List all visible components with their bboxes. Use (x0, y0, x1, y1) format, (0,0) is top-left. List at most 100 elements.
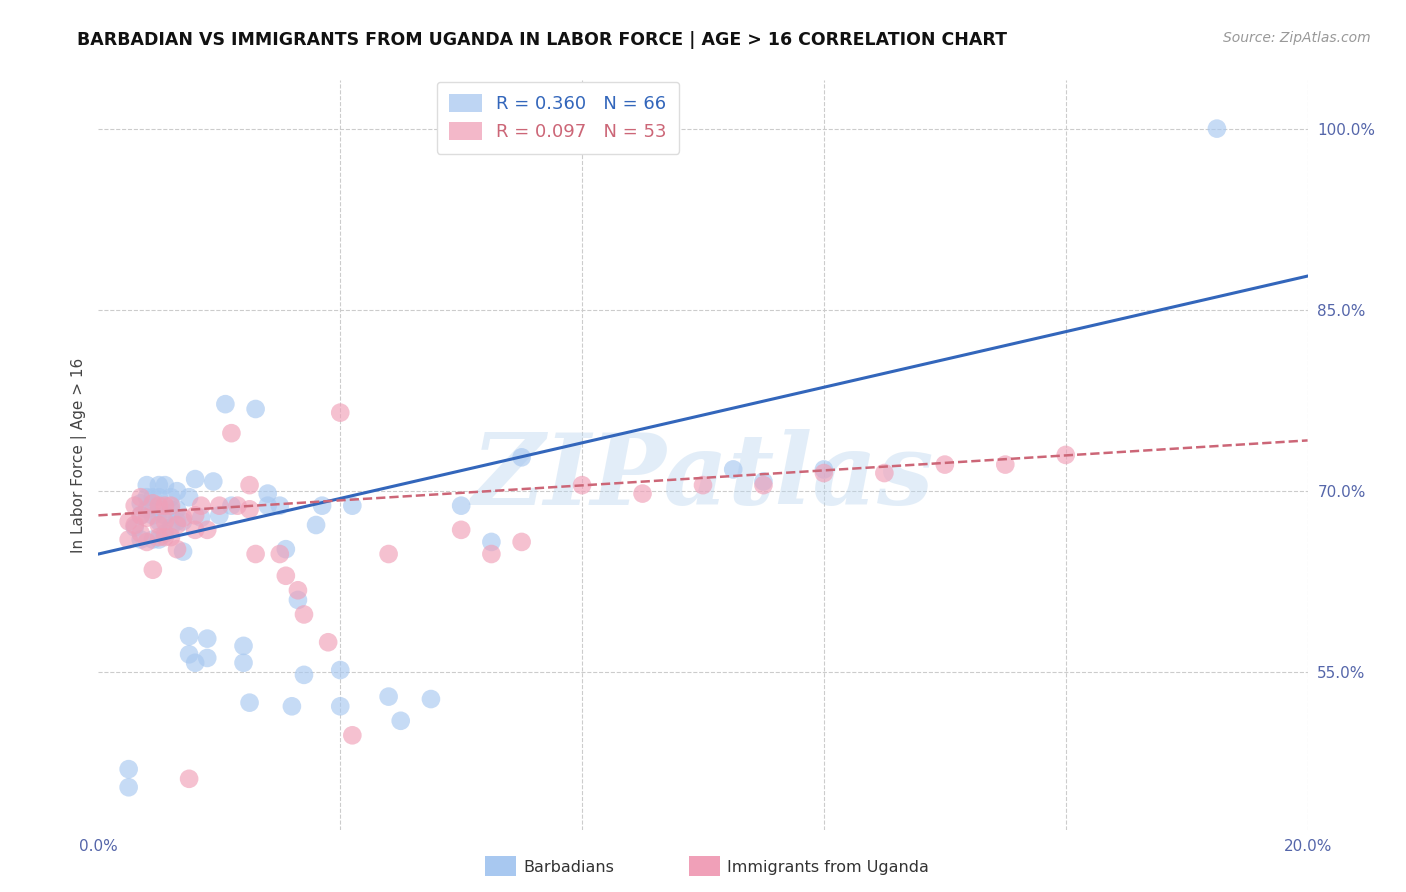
Point (153, 499, 176, 513)
Point (208, 508, 231, 523)
Point (631, 486, 654, 500)
Point (148, 499, 170, 513)
Point (269, 499, 291, 513)
Point (142, 563, 165, 577)
Point (129, 496, 152, 510)
Point (723, 462, 745, 476)
Text: BARBADIAN VS IMMIGRANTS FROM UGANDA IN LABOR FORCE | AGE > 16 CORRELATION CHART: BARBADIAN VS IMMIGRANTS FROM UGANDA IN L… (77, 31, 1007, 49)
Point (934, 458, 956, 472)
Point (124, 518, 146, 533)
Point (153, 515, 176, 529)
Point (329, 406, 352, 420)
Y-axis label: In Labor Force | Age > 16: In Labor Force | Age > 16 (72, 358, 87, 552)
Text: ZIPatlas: ZIPatlas (472, 429, 934, 525)
Point (129, 533, 152, 547)
Point (135, 490, 157, 504)
Point (129, 490, 152, 504)
Point (329, 699, 352, 714)
Point (166, 484, 188, 499)
Point (274, 542, 297, 557)
Point (142, 496, 165, 510)
Point (195, 651, 218, 665)
Point (256, 486, 278, 500)
Point (148, 515, 170, 529)
Point (179, 490, 201, 504)
Point (166, 542, 188, 557)
Point (316, 635, 339, 649)
Text: Source: ZipAtlas.com: Source: ZipAtlas.com (1223, 31, 1371, 45)
Point (184, 523, 207, 537)
Point (160, 499, 183, 513)
Point (342, 728, 364, 742)
Point (129, 508, 152, 523)
Point (118, 762, 141, 776)
Point (172, 544, 194, 558)
Legend: R = 0.360   N = 66, R = 0.097   N = 53: R = 0.360 N = 66, R = 0.097 N = 53 (436, 82, 679, 153)
Point (148, 518, 170, 533)
Point (160, 530, 183, 544)
Point (510, 535, 533, 549)
Point (142, 508, 165, 523)
Point (124, 499, 146, 513)
Point (160, 520, 183, 534)
Point (202, 475, 225, 489)
Point (1054, 448, 1077, 462)
Point (124, 520, 146, 534)
Point (245, 547, 267, 561)
Point (148, 490, 170, 504)
Point (450, 523, 472, 537)
Point (184, 508, 207, 523)
Point (166, 515, 188, 529)
Point (179, 629, 201, 643)
Point (172, 515, 194, 529)
Point (377, 690, 399, 704)
Point (160, 490, 183, 504)
Point (118, 780, 141, 795)
Point (752, 478, 775, 492)
Point (221, 426, 243, 441)
Point (172, 510, 194, 524)
Point (420, 692, 443, 706)
Point (813, 462, 835, 476)
Point (166, 518, 188, 533)
Point (1206, 121, 1229, 136)
Point (153, 526, 176, 541)
Point (148, 478, 170, 492)
Point (135, 478, 157, 492)
Point (239, 502, 262, 516)
Point (135, 535, 157, 549)
Point (148, 533, 170, 547)
Point (287, 583, 309, 598)
Point (190, 499, 212, 513)
Point (179, 648, 201, 662)
Point (873, 466, 896, 480)
Point (129, 508, 152, 523)
Point (232, 656, 254, 670)
Point (239, 696, 262, 710)
Point (692, 478, 714, 492)
Point (239, 478, 262, 492)
Point (135, 510, 157, 524)
Point (184, 656, 207, 670)
Point (292, 607, 315, 622)
Point (342, 499, 364, 513)
Point (389, 714, 412, 728)
Point (510, 450, 533, 465)
Point (450, 499, 472, 513)
Point (184, 472, 207, 486)
Point (129, 526, 152, 541)
Point (221, 499, 243, 513)
Point (160, 502, 183, 516)
Point (292, 668, 315, 682)
Point (153, 508, 176, 523)
Text: Immigrants from Uganda: Immigrants from Uganda (727, 860, 929, 874)
Point (142, 533, 165, 547)
Point (226, 499, 249, 513)
Point (813, 466, 835, 480)
Point (245, 402, 267, 417)
Point (195, 523, 218, 537)
Point (166, 502, 188, 516)
Point (305, 518, 328, 533)
Point (153, 530, 176, 544)
Point (481, 547, 503, 561)
